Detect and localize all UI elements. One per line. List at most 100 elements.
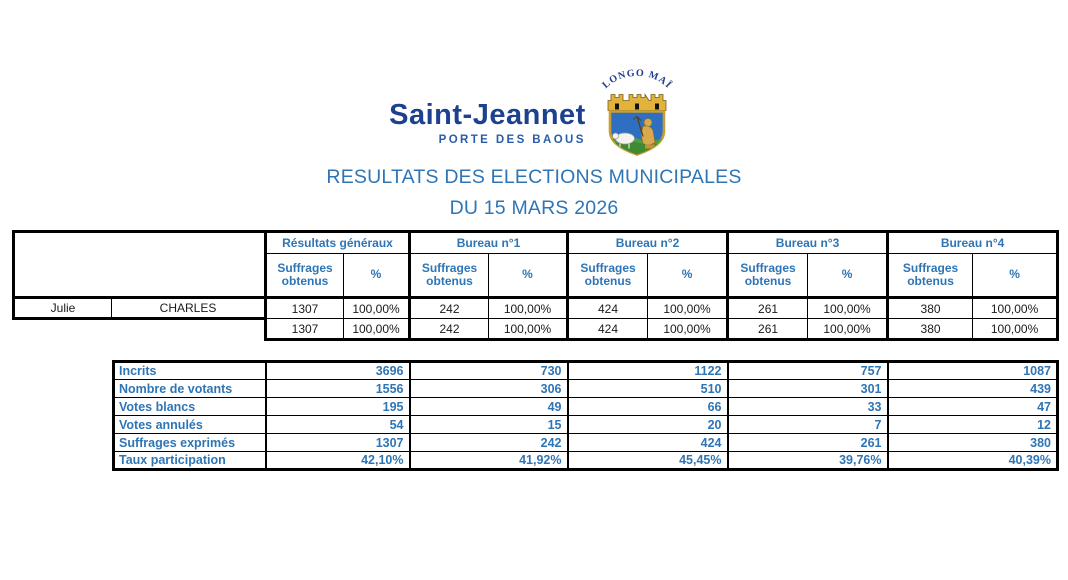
candidate-header-cell <box>12 230 267 299</box>
crest-crown-icon <box>607 93 667 111</box>
votes-cell: 1307 <box>264 318 344 341</box>
logo-text-block: Saint-Jeannet PORTE DES BAOUS <box>389 99 586 146</box>
stat-value: 510 <box>566 379 729 398</box>
stat-label: Incrits <box>112 360 267 380</box>
percent-cell: 100,00% <box>972 318 1060 341</box>
stats-row-votants: Nombre de votants 1556 306 510 301 439 <box>112 379 1059 398</box>
stat-label: Votes annulés <box>112 415 267 434</box>
votes-cell: 261 <box>726 318 809 341</box>
percent-cell: 100,00% <box>487 297 570 319</box>
stat-value: 1556 <box>264 379 411 398</box>
subheader-suffrages: Suffrages obtenus <box>264 253 344 299</box>
stat-value: 242 <box>408 433 569 452</box>
subheader-percent: % <box>487 253 570 299</box>
percent-cell: 100,00% <box>647 297 730 319</box>
stats-row-inscrits: Incrits 3696 730 1122 757 1087 <box>112 360 1059 380</box>
subheader-row: Suffrages obtenus % Suffrages obtenus % … <box>14 253 1060 299</box>
stat-value: 1307 <box>264 433 411 452</box>
stat-value: 1087 <box>886 360 1059 380</box>
stat-label: Taux participation <box>112 451 267 471</box>
stats-row-suffrages-exprimes: Suffrages exprimés 1307 242 424 261 380 <box>112 433 1059 452</box>
crest-motto: LONGO MAÏ <box>600 68 674 91</box>
stat-value: 33 <box>726 397 889 416</box>
candidate-row: Julie CHARLES 1307 100,00% 242 100,00% 4… <box>12 296 1060 320</box>
subheader-percent: % <box>343 253 411 299</box>
votes-cell: 242 <box>408 297 489 319</box>
group-header-resultats-generaux: Résultats généraux <box>264 230 411 254</box>
page-title: RESULTATS DES ELECTIONS MUNICIPALES DU 1… <box>0 162 1068 224</box>
stats-row-votes-blancs: Votes blancs 195 49 66 33 47 <box>112 397 1059 416</box>
stat-value: 66 <box>566 397 729 416</box>
stat-value: 54 <box>264 415 411 434</box>
stat-value: 41,92% <box>408 451 569 471</box>
stat-value: 40,39% <box>886 451 1059 471</box>
votes-cell: 261 <box>726 297 809 319</box>
group-header-bureau-1: Bureau n°1 <box>407 230 570 254</box>
stat-label: Votes blancs <box>112 397 267 416</box>
commune-logo: Saint-Jeannet PORTE DES BAOUS LONGO MAÏ <box>0 64 1068 157</box>
stat-value: 20 <box>566 415 729 434</box>
results-table: Résultats généraux Bureau n°1 Bureau n°2… <box>12 230 1060 341</box>
percent-cell: 100,00% <box>807 318 890 341</box>
stat-value: 306 <box>408 379 569 398</box>
stat-value: 42,10% <box>264 451 411 471</box>
stat-value: 261 <box>726 433 889 452</box>
stat-label: Suffrages exprimés <box>112 433 267 452</box>
stat-value: 12 <box>886 415 1059 434</box>
stat-value: 45,45% <box>566 451 729 471</box>
subheader-percent: % <box>972 253 1060 299</box>
percent-cell: 100,00% <box>647 318 730 341</box>
votes-cell: 242 <box>408 318 489 341</box>
stat-value: 39,76% <box>726 451 889 471</box>
subheader-percent: % <box>807 253 890 299</box>
stats-row-taux-participation: Taux participation 42,10% 41,92% 45,45% … <box>112 451 1059 471</box>
candidate-first-name: Julie <box>12 296 112 320</box>
percent-cell: 100,00% <box>972 297 1060 319</box>
stat-value: 439 <box>886 379 1059 398</box>
totals-row-spacer <box>14 319 266 340</box>
stat-value: 1122 <box>566 360 729 380</box>
stat-label: Nombre de votants <box>112 379 267 398</box>
stat-value: 7 <box>726 415 889 434</box>
logo-subtitle: PORTE DES BAOUS <box>438 133 586 146</box>
stats-row-votes-annules: Votes annulés 54 15 20 7 12 <box>112 415 1059 434</box>
coat-of-arms-icon: LONGO MAÏ <box>600 68 675 156</box>
percent-cell: 100,00% <box>807 297 890 319</box>
group-header-bureau-3: Bureau n°3 <box>726 230 890 254</box>
stat-value: 380 <box>886 433 1059 452</box>
logo-commune-name: Saint-Jeannet <box>389 99 586 131</box>
percent-cell: 100,00% <box>343 297 411 319</box>
svg-text:LONGO MAÏ: LONGO MAÏ <box>600 68 675 91</box>
stat-value: 47 <box>886 397 1059 416</box>
group-header-row: Résultats généraux Bureau n°1 Bureau n°2… <box>12 230 1060 299</box>
votes-cell: 380 <box>886 318 974 341</box>
stat-value: 49 <box>408 397 569 416</box>
group-header-bureau-2: Bureau n°2 <box>566 230 730 254</box>
subheader-percent: % <box>647 253 730 299</box>
subheader-suffrages: Suffrages obtenus <box>726 253 809 299</box>
percent-cell: 100,00% <box>487 318 570 341</box>
group-header-bureau-4: Bureau n°4 <box>886 230 1060 254</box>
page-title-line1: RESULTATS DES ELECTIONS MUNICIPALES <box>326 166 742 188</box>
stat-value: 757 <box>726 360 889 380</box>
subheader-suffrages: Suffrages obtenus <box>566 253 649 299</box>
votes-cell: 380 <box>886 297 974 319</box>
stat-value: 3696 <box>264 360 411 380</box>
stat-value: 195 <box>264 397 411 416</box>
subheader-suffrages: Suffrages obtenus <box>886 253 974 299</box>
votes-cell: 424 <box>566 297 649 319</box>
stat-value: 15 <box>408 415 569 434</box>
candidate-last-name: CHARLES <box>111 296 267 320</box>
crest-shield-icon <box>608 110 666 156</box>
stat-value: 730 <box>408 360 569 380</box>
stat-value: 424 <box>566 433 729 452</box>
percent-cell: 100,00% <box>343 318 411 341</box>
stat-value: 301 <box>726 379 889 398</box>
votes-cell: 424 <box>566 318 649 341</box>
totals-row: 1307 100,00% 242 100,00% 424 100,00% 261… <box>14 318 1060 341</box>
votes-cell: 1307 <box>264 297 344 319</box>
page-title-line2: DU 15 MARS 2026 <box>449 197 619 219</box>
subheader-suffrages: Suffrages obtenus <box>408 253 489 299</box>
stats-table: Incrits 3696 730 1122 757 1087 Nombre de… <box>112 360 1059 471</box>
